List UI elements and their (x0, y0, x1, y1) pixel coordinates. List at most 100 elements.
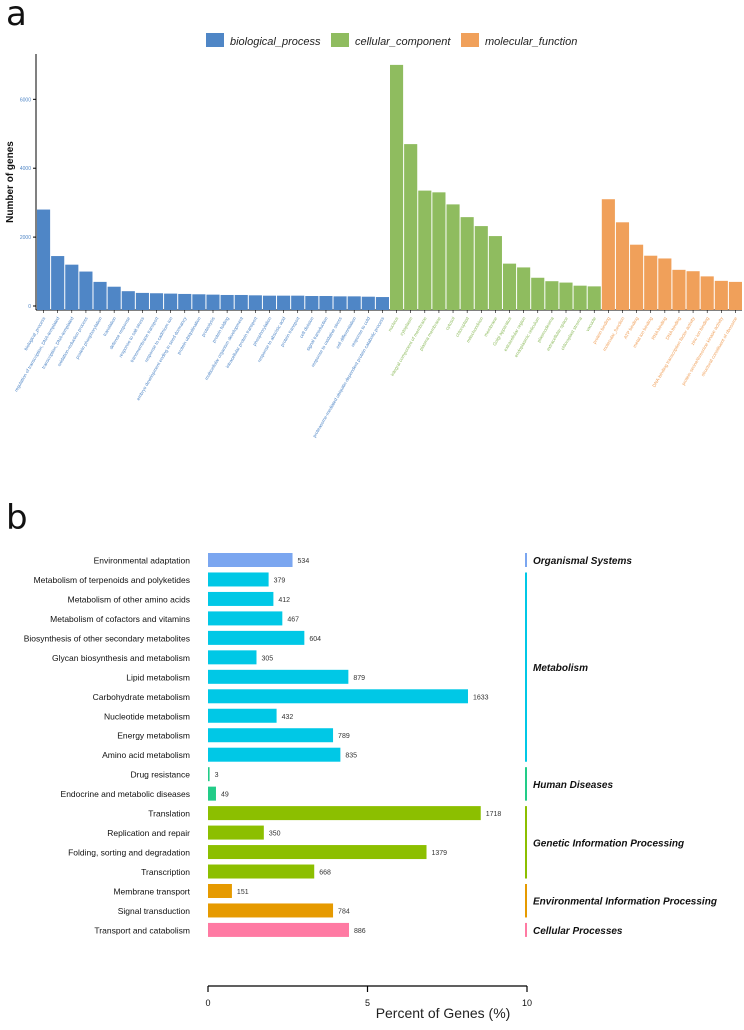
legend-swatch-biological_process (206, 33, 224, 47)
x-tick-label: cytoplasm (399, 316, 414, 337)
value-label: 350 (269, 831, 281, 838)
bar-dna-binding-transcription-factor-activity (686, 271, 700, 310)
bar-lipid-metabolism (208, 669, 349, 684)
value-label: 534 (298, 558, 310, 565)
value-label: 604 (309, 636, 321, 643)
legend: biological_process cellular_component mole… (206, 33, 577, 48)
panel-b-label: b (6, 498, 28, 538)
bar-plasma-membrane (432, 192, 446, 310)
legend-label-cellular_component: cellular_component (355, 36, 451, 48)
x-tick-label: 5 (365, 998, 370, 1008)
group-label-genetic: Genetic Information Processing (533, 838, 684, 849)
value-label: 886 (354, 928, 366, 935)
row-label: Membrane transport (113, 886, 190, 896)
group-label-environmental: Environmental Information Processing (533, 897, 717, 908)
bar-rna-binding (658, 258, 672, 310)
bar-plasmodesma (545, 281, 559, 310)
bar-environmental-adaptation (208, 553, 293, 567)
bar-response-to-salt-stress (135, 292, 149, 310)
bar-defense-response (121, 291, 135, 310)
row-label: Metabolism of cofactors and vitamins (50, 614, 190, 624)
row-label: Signal transduction (118, 906, 191, 916)
value-label: 1718 (486, 811, 502, 818)
bar-metabolism-of-cofactors-and-vitamins (208, 611, 283, 626)
bar-integral-component-of-membrane (418, 190, 432, 310)
bar-signal-transduction (208, 903, 334, 918)
legend-swatch-cellular_component (331, 33, 349, 47)
bar-extracellular-space (559, 282, 573, 310)
x-tick-label: nucleus (387, 315, 400, 332)
row-label: Endocrine and metabolic diseases (61, 789, 190, 799)
value-label: 467 (287, 616, 299, 623)
bar-carbohydrate-metabolism (208, 689, 468, 704)
go-annotation-chart: biological_process cellular_component mole… (5, 33, 742, 438)
group-label-organismal: Organismal Systems (533, 556, 632, 567)
bar-membrane-transport (208, 883, 232, 898)
row-label: Carbohydrate metabolism (93, 692, 190, 702)
value-label: 789 (338, 733, 350, 740)
value-label: 835 (345, 753, 357, 760)
bar-response-to-cold (361, 296, 375, 310)
bar-embryo-development-ending-in-seed-dormancy (178, 293, 192, 310)
bar-signal-transduction (319, 296, 333, 310)
bar-atp-binding (630, 244, 644, 310)
row-label: Biosynthesis of other secondary metaboli… (24, 633, 190, 643)
value-label: 879 (353, 675, 365, 682)
value-label: 3 (215, 772, 219, 779)
x-tick-label: vacuole (585, 316, 597, 333)
value-label: 305 (261, 655, 273, 662)
x-tick-label: membrane (483, 316, 499, 338)
bar-folding-sorting-and-degradation (208, 845, 427, 860)
row-label: Environmental adaptation (94, 556, 191, 566)
bar-oxidation-reduction-process (79, 271, 93, 310)
value-label: 412 (278, 597, 290, 604)
row-label: Translation (148, 809, 190, 819)
x-tick-label: response to salt stress (118, 315, 146, 358)
bar-transport-and-catabolism (208, 922, 349, 937)
bar-metal-ion-binding (644, 255, 658, 310)
bar-biological-process (37, 209, 51, 310)
row-label: Nucleotide metabolism (104, 711, 190, 721)
bar-response-to-cadmium-ion (164, 293, 178, 310)
x-tick-label: 0 (205, 998, 210, 1008)
bar-extracellular-region (517, 267, 531, 310)
y-axis-title: Number of genes (5, 141, 16, 223)
bar-transcription (208, 864, 315, 879)
y-tick-label: 0 (28, 304, 31, 310)
bar-biosynthesis-of-other-secondary-metabolites (208, 630, 305, 645)
bar-proteasome-mediated-ubiquitin-dependent-protein-catabolic-process (375, 297, 389, 310)
bar-metabolism-of-other-amino-acids (208, 591, 274, 606)
value-label: 668 (319, 870, 331, 877)
legend-swatch-molecular_function (461, 33, 479, 47)
bar-cell-division (305, 296, 319, 310)
bar-response-to-abscisic-acid (277, 295, 291, 310)
bar-protein-binding (601, 199, 615, 310)
legend-label-biological_process: biological_process (230, 36, 321, 48)
value-label: 784 (338, 908, 350, 915)
bar-endoplasmic-reticulum (531, 277, 545, 310)
bar-transmembrane-transport (149, 293, 164, 310)
row-label: Energy metabolism (117, 731, 190, 741)
row-label: Transcription (141, 867, 190, 877)
bar-protein-transport (291, 295, 305, 310)
bar-golgi-apparatus (502, 263, 517, 310)
bar-cytosol (446, 204, 460, 310)
x-tick-label: chloroplast (455, 315, 471, 337)
bar-intracellular-protein-transport (248, 295, 262, 310)
bar-glycan-biosynthesis-and-metabolism (208, 650, 257, 665)
bar-response-to-oxidative-stress (333, 296, 347, 310)
bar-cytoplasm (404, 144, 418, 310)
bar-cell-differentiation (347, 296, 361, 310)
row-label: Folding, sorting and degradation (68, 848, 190, 858)
x-tick-label: 10 (522, 998, 532, 1008)
panel-a-label: a (6, 0, 27, 34)
x-tick-label: protein phosphorylation (75, 316, 103, 360)
y-tick-label: 6000 (20, 97, 31, 103)
bar-translation (208, 806, 481, 821)
bar-nucleotide-metabolism (208, 708, 277, 723)
row-label: Metabolism of other amino acids (68, 594, 190, 604)
value-label: 379 (274, 577, 286, 584)
legend-label-molecular_function: molecular_function (485, 36, 577, 48)
bar-transcription-dna-templated (65, 264, 79, 310)
bar-translation (107, 286, 121, 310)
